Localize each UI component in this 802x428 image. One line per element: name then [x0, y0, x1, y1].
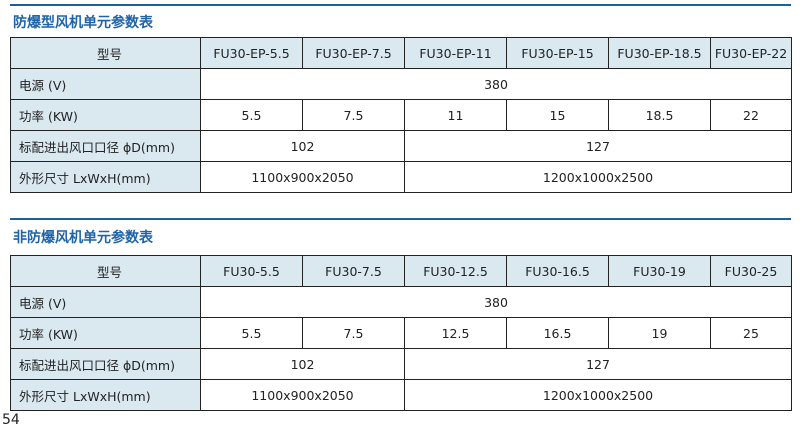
model-cell: FU30-12.5	[404, 255, 507, 287]
section-title-2: 非防爆风机单元参数表	[13, 230, 153, 246]
table-row: 电源 (V) 380	[10, 286, 792, 318]
model-cell: FU30-EP-22	[710, 37, 792, 69]
voltage-cell: 380	[200, 286, 792, 318]
duct-cell: 127	[404, 130, 792, 162]
section-rule-1	[10, 4, 791, 6]
row-label: 标配进出风口口径 ϕD(mm)	[10, 348, 201, 380]
table-row: 功率 (KW) 5.5 7.5 11 15 18.5 22	[10, 99, 792, 131]
page-number: 54	[2, 412, 20, 428]
power-cell: 16.5	[506, 317, 609, 349]
table-row: 外形尺寸 LxWxH(mm) 1100x900x2050 1200x1000x2…	[10, 379, 792, 411]
power-cell: 19	[608, 317, 711, 349]
table-header-row: 型号 FU30-5.5 FU30-7.5 FU30-12.5 FU30-16.5…	[10, 255, 792, 287]
model-cell: FU30-EP-7.5	[302, 37, 405, 69]
power-cell: 12.5	[404, 317, 507, 349]
row-label: 电源 (V)	[10, 286, 201, 318]
power-cell: 25	[710, 317, 792, 349]
row-label: 外形尺寸 LxWxH(mm)	[10, 161, 201, 193]
model-cell: FU30-EP-18.5	[608, 37, 711, 69]
power-cell: 5.5	[200, 317, 303, 349]
table-row: 标配进出风口口径 ϕD(mm) 102 127	[10, 130, 792, 162]
voltage-cell: 380	[200, 68, 792, 100]
section-title-1: 防爆型风机单元参数表	[13, 15, 153, 31]
spec-table-2: 型号 FU30-5.5 FU30-7.5 FU30-12.5 FU30-16.5…	[10, 255, 792, 411]
row-label: 外形尺寸 LxWxH(mm)	[10, 379, 201, 411]
model-cell: FU30-19	[608, 255, 711, 287]
power-cell: 18.5	[608, 99, 711, 131]
row-label: 功率 (KW)	[10, 99, 201, 131]
table-row: 电源 (V) 380	[10, 68, 792, 100]
duct-cell: 127	[404, 348, 792, 380]
power-cell: 7.5	[302, 99, 405, 131]
duct-cell: 102	[200, 348, 405, 380]
model-cell: FU30-EP-11	[404, 37, 507, 69]
section-rule-2	[10, 218, 791, 220]
model-cell: FU30-EP-5.5	[200, 37, 303, 69]
size-cell: 1100x900x2050	[200, 379, 405, 411]
row-label: 电源 (V)	[10, 68, 201, 100]
model-cell: FU30-16.5	[506, 255, 609, 287]
power-cell: 15	[506, 99, 609, 131]
power-cell: 7.5	[302, 317, 405, 349]
duct-cell: 102	[200, 130, 405, 162]
size-cell: 1200x1000x2500	[404, 161, 792, 193]
power-cell: 22	[710, 99, 792, 131]
model-cell: FU30-EP-15	[506, 37, 609, 69]
power-cell: 5.5	[200, 99, 303, 131]
header-label: 型号	[10, 255, 201, 287]
table-header-row: 型号 FU30-EP-5.5 FU30-EP-7.5 FU30-EP-11 FU…	[10, 37, 792, 69]
header-label: 型号	[10, 37, 201, 69]
model-cell: FU30-5.5	[200, 255, 303, 287]
table-row: 功率 (KW) 5.5 7.5 12.5 16.5 19 25	[10, 317, 792, 349]
model-cell: FU30-25	[710, 255, 792, 287]
size-cell: 1200x1000x2500	[404, 379, 792, 411]
size-cell: 1100x900x2050	[200, 161, 405, 193]
table-row: 外形尺寸 LxWxH(mm) 1100x900x2050 1200x1000x2…	[10, 161, 792, 193]
power-cell: 11	[404, 99, 507, 131]
row-label: 标配进出风口口径 ϕD(mm)	[10, 130, 201, 162]
spec-table-1: 型号 FU30-EP-5.5 FU30-EP-7.5 FU30-EP-11 FU…	[10, 37, 792, 193]
row-label: 功率 (KW)	[10, 317, 201, 349]
table-row: 标配进出风口口径 ϕD(mm) 102 127	[10, 348, 792, 380]
model-cell: FU30-7.5	[302, 255, 405, 287]
